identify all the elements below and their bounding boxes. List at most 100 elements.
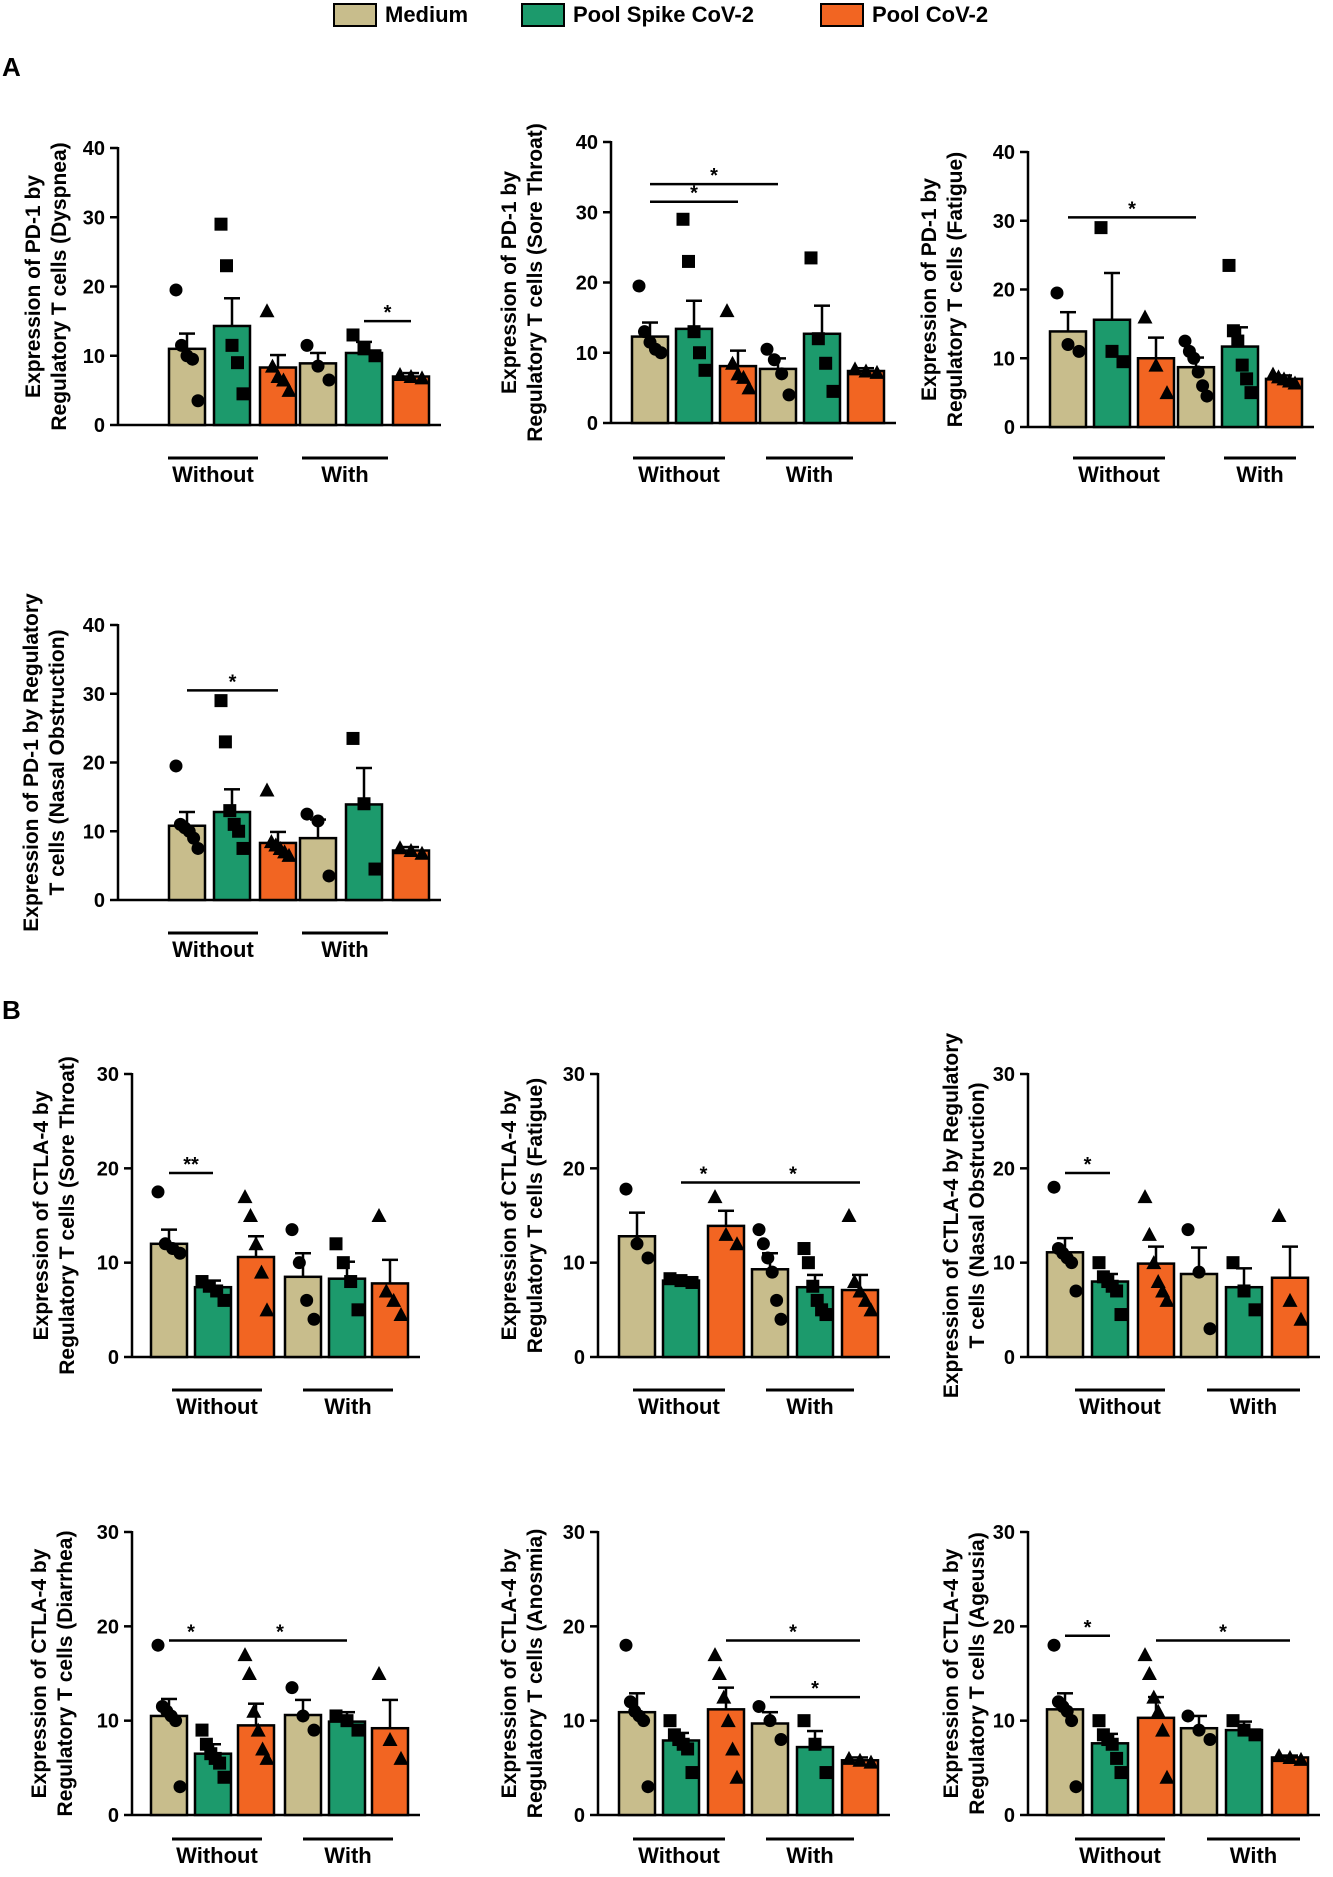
data-point	[1092, 1714, 1106, 1728]
data-point	[741, 380, 757, 395]
y-axis-label: Regulatory T cells (Fatigue)	[524, 1078, 547, 1353]
bar	[617, 1710, 657, 1817]
y-axis-label: T cells (Nasal Obstruction)	[966, 1082, 989, 1348]
data-point	[725, 1741, 741, 1756]
legend-label-pool-cov2: Pool CoV-2	[872, 2, 989, 27]
data-point	[393, 1750, 409, 1765]
data-point	[1226, 1256, 1240, 1270]
y-tick-label: 0	[108, 1805, 119, 1827]
group-label: Without	[1078, 462, 1160, 487]
data-point	[1110, 1284, 1124, 1298]
data-point	[329, 1709, 343, 1723]
data-point	[392, 840, 408, 855]
data-point	[250, 1722, 266, 1737]
y-tick-label: 0	[1004, 1347, 1015, 1369]
legend-item-pool-cov2: Pool CoV-2	[820, 2, 988, 28]
group-label: With	[1230, 1394, 1277, 1419]
data-point	[1116, 355, 1130, 369]
data-point	[307, 1723, 321, 1737]
y-tick-label: 40	[576, 132, 598, 154]
data-point	[1181, 1709, 1195, 1723]
data-point	[1293, 1751, 1309, 1766]
group-label: Without	[638, 1843, 720, 1868]
data-point	[797, 1714, 811, 1728]
data-point	[296, 1709, 310, 1723]
data-point	[847, 1274, 862, 1289]
data-point	[774, 1312, 788, 1326]
data-point	[619, 1182, 633, 1196]
chart-3: 0 10 20 30 40 Expression of PD-1 by Regulatory…	[918, 142, 1314, 487]
y-axis-label: Expression of CTLA-4 by	[498, 1090, 521, 1340]
data-point	[698, 363, 712, 377]
data-point	[1137, 1189, 1153, 1204]
data-point	[414, 370, 430, 385]
group-label: Without	[172, 937, 254, 962]
data-point	[1094, 221, 1108, 235]
data-point	[217, 1770, 231, 1784]
data-point	[761, 1251, 775, 1265]
data-point	[718, 1226, 734, 1241]
y-tick-label: 30	[993, 211, 1015, 233]
significance-label: *	[1084, 1154, 1092, 1176]
y-axis-label: Expression of PD-1 by	[498, 171, 521, 394]
data-point	[357, 342, 371, 356]
data-point	[175, 338, 188, 352]
data-point	[169, 1714, 183, 1728]
data-point	[236, 841, 250, 855]
data-point	[173, 1780, 187, 1794]
legend-swatch-pool-spike	[521, 3, 565, 27]
data-point	[852, 1752, 868, 1767]
data-point	[225, 338, 239, 352]
data-point	[237, 1189, 253, 1204]
y-tick-label: 0	[1004, 1805, 1015, 1827]
data-point	[292, 1256, 306, 1270]
data-point	[378, 1283, 394, 1298]
data-point	[386, 1292, 402, 1307]
data-point	[195, 1723, 209, 1737]
data-point	[191, 841, 205, 855]
group-label: With	[324, 1843, 371, 1868]
data-point	[371, 1666, 387, 1680]
y-axis-label: Expression of CTLA-4 by	[28, 1548, 51, 1798]
data-point	[357, 797, 371, 811]
y-axis-label: T cells (Nasal Obstruction)	[46, 629, 69, 895]
data-point	[1271, 1208, 1287, 1222]
significance-label: *	[229, 671, 237, 693]
data-point	[336, 1256, 350, 1270]
y-tick-label: 10	[993, 1253, 1015, 1275]
group-label: With	[786, 462, 833, 487]
data-point	[241, 1666, 257, 1680]
data-point	[281, 847, 297, 862]
group-label: With	[1236, 462, 1283, 487]
data-point	[1159, 1769, 1175, 1784]
y-axis-label: Expression of CTLA-4 by Regulatory	[940, 1033, 963, 1399]
data-point	[729, 1769, 745, 1784]
data-point	[719, 303, 735, 318]
data-point	[218, 735, 232, 749]
group-label: Without	[176, 1394, 258, 1419]
data-point	[1231, 334, 1245, 348]
y-tick-label: 20	[993, 1616, 1015, 1638]
group-label: Without	[172, 462, 254, 487]
data-point	[329, 1237, 343, 1251]
y-tick-label: 30	[83, 684, 105, 706]
data-point	[782, 388, 796, 402]
data-point	[344, 1275, 358, 1289]
y-tick-label: 20	[83, 277, 105, 299]
legend: Medium Pool Spike CoV-2 Pool CoV-2	[0, 0, 1333, 34]
data-point	[1226, 324, 1240, 338]
chart-1: 0 10 20 30 40 Expression of PD-1 by Regulatory…	[22, 138, 441, 487]
data-point	[663, 1272, 677, 1286]
data-point	[641, 1780, 655, 1794]
data-point	[1187, 351, 1201, 365]
legend-item-medium: Medium	[333, 2, 468, 28]
y-tick-label: 20	[993, 280, 1015, 302]
bar	[1270, 1756, 1310, 1817]
data-point	[756, 1237, 770, 1251]
data-point	[819, 1766, 833, 1780]
data-point	[619, 1638, 633, 1652]
data-point	[674, 1274, 688, 1288]
data-point	[1248, 1728, 1262, 1742]
y-tick-label: 0	[94, 890, 105, 912]
bar	[661, 1279, 701, 1359]
